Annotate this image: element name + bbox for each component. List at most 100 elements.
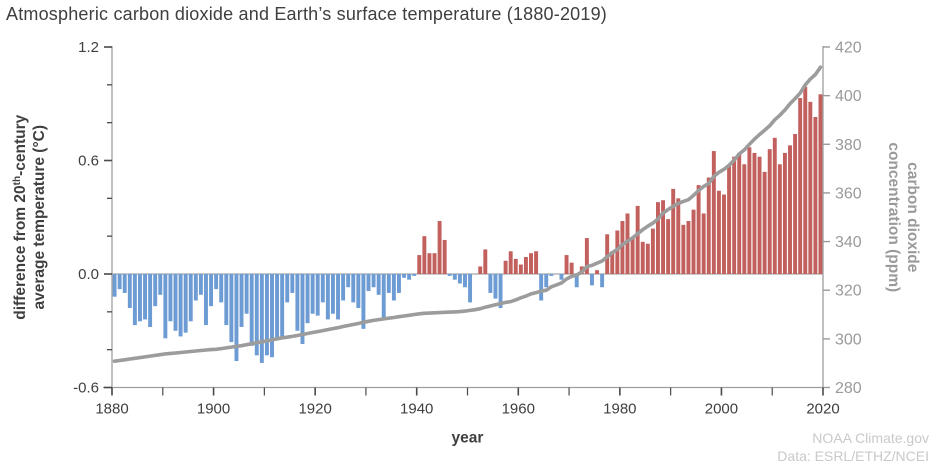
y-right-tick-label: 360 [835,185,862,202]
temperature-anomaly-bars [112,86,823,363]
temp-bar [386,274,391,293]
temp-bar [168,274,173,322]
temp-bar [148,274,153,327]
temp-bar [722,194,726,274]
y-left-tick-label: 0.6 [78,153,99,170]
y-left-tick-label: 0.0 [78,266,99,283]
temp-bar [503,260,508,274]
temp-bar [498,274,503,309]
temp-bar [468,274,473,303]
temp-bar [234,274,239,362]
temp-bar [589,274,594,286]
temp-bar [224,274,229,326]
temp-bar [325,274,330,320]
temp-bar [732,156,737,274]
temp-bar [803,86,808,274]
y-right-tick-label: 320 [835,283,862,300]
temp-bar [564,255,569,274]
temp-bar [483,249,488,274]
temp-bar [407,274,412,280]
temp-bar [366,274,371,292]
x-tick-label: 1960 [502,401,535,418]
temp-bar [183,274,188,333]
temp-bar [376,274,381,295]
temp-bar [788,145,792,274]
temp-bar [158,274,163,295]
temp-bar [818,94,823,274]
temp-bar [122,274,127,293]
temp-bar [244,274,249,314]
temp-bar [239,274,244,327]
temp-bar [808,101,813,274]
y-left-tick-label: -0.6 [73,380,99,397]
temp-bar [569,262,574,274]
x-tick-label: 1880 [95,401,128,418]
temp-bar [676,198,681,274]
temp-bar [650,228,655,274]
temp-bar [615,230,620,274]
temp-bar [757,156,762,274]
temp-bar [798,98,803,274]
temp-bar [163,274,168,339]
temp-bar [330,274,335,314]
temp-bar [117,274,122,290]
temp-bar [422,236,427,274]
y-left-axis-title-line2: average temperature (°C) [31,125,48,310]
temp-bar [442,239,447,274]
temp-bar [341,274,346,301]
y-right-tick-label: 340 [835,234,862,251]
temp-bar [391,274,396,301]
temp-bar [270,274,274,358]
temp-bar [696,185,701,274]
attribution: NOAA Climate.gov Data: ESRL/ETHZ/NCEI [777,429,929,465]
temp-bar [493,274,498,299]
temp-bar [346,274,351,288]
temp-bar [539,274,544,301]
temp-bar [254,274,259,356]
temp-bar [625,213,630,274]
temp-bar [574,274,579,288]
temp-bar [112,274,117,297]
temp-bar [137,274,142,322]
temp-bar [701,213,706,274]
temp-bar [356,274,361,309]
temp-bar [198,274,203,295]
temp-bar [478,266,483,274]
temp-bar [285,274,290,303]
temp-bar [193,274,198,301]
temp-bar [188,274,193,322]
temp-bar [143,274,147,320]
temp-bar [767,149,772,274]
attribution-source: NOAA Climate.gov [812,429,929,446]
temp-bar [620,221,625,274]
co2-concentration-line [112,65,823,364]
temp-bar [681,224,686,274]
temp-bar [711,151,716,274]
x-tick-label: 1940 [400,401,433,418]
temp-bar [523,256,528,274]
temp-bar [772,137,777,274]
temp-bar [412,274,417,276]
y-right-axis-title-line1: carbon dioxide [904,162,921,273]
y-right-axis: 420 400 380 360 340 320 300 280 [823,40,862,397]
temp-bar [320,274,325,303]
y-left-tick-label: 1.2 [78,39,99,56]
temp-bar [559,274,564,280]
temp-bar [432,253,437,274]
temp-bar [361,274,366,329]
temp-bar [280,274,285,339]
temp-bar [214,274,219,290]
temp-bar [513,258,518,274]
temp-bar [686,221,691,274]
temp-bar [310,274,315,314]
temp-bar [178,274,183,337]
temp-bar [706,177,711,274]
y-left-axis-title-line1: difference from 20th-century [12,114,29,319]
temp-bar [259,274,264,363]
temp-bar [605,234,610,274]
temp-bar [381,274,386,320]
temp-bar [127,274,132,309]
temp-bar [336,274,340,320]
temp-bar [488,274,493,293]
temp-bar [452,274,457,280]
